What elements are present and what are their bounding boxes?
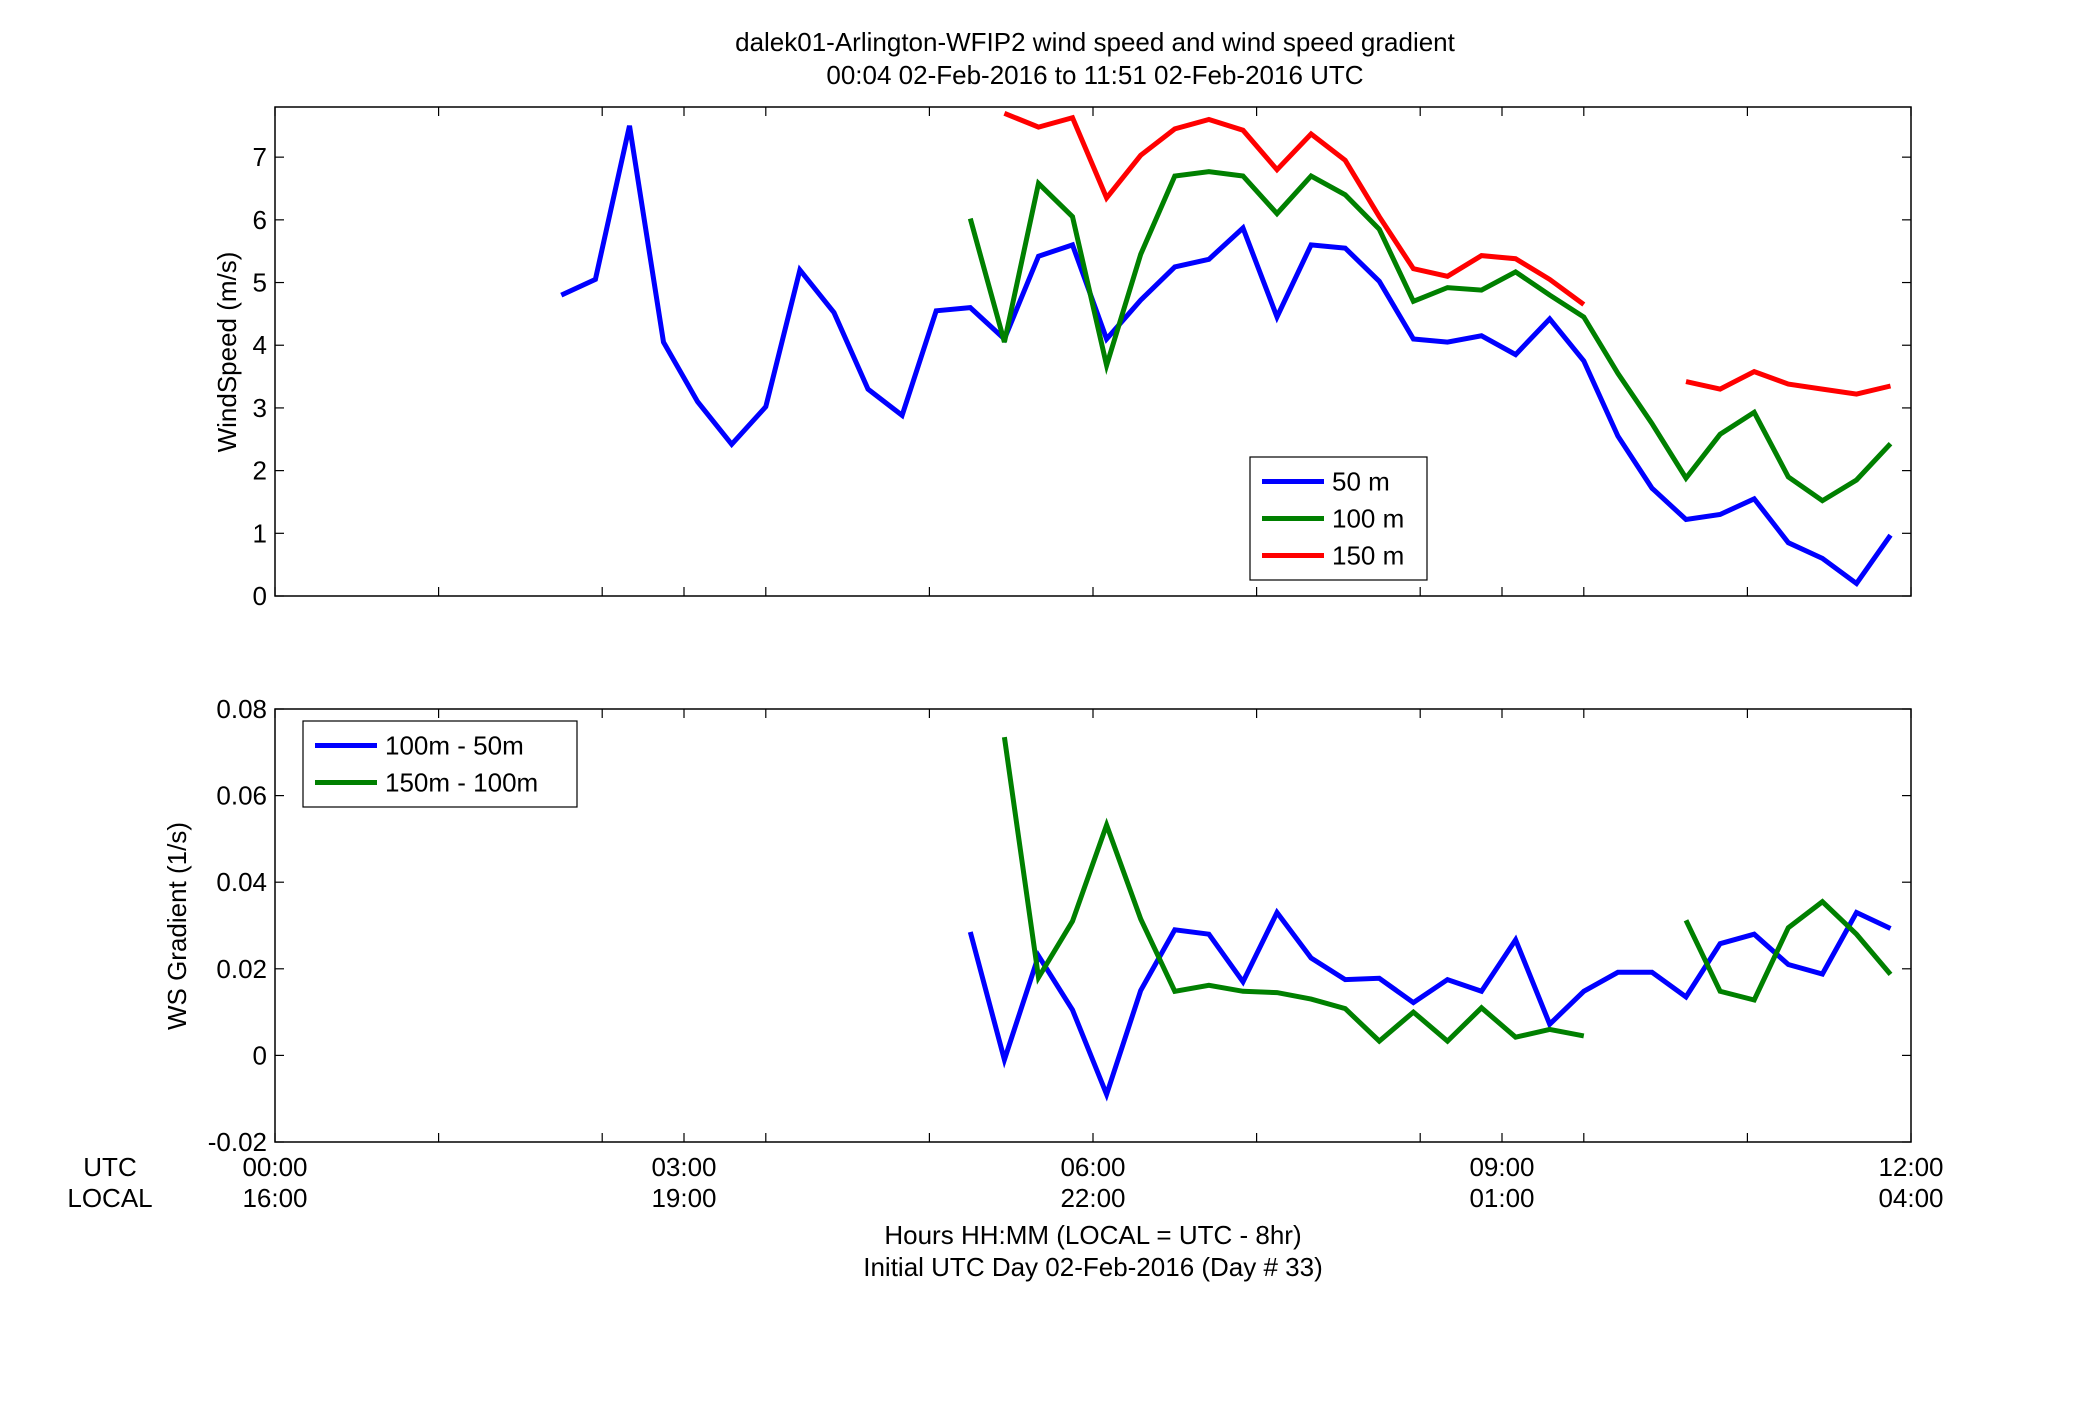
xlabel-line2: Initial UTC Day 02-Feb-2016 (Day # 33) xyxy=(863,1252,1323,1282)
windspeed-ytick-label: 7 xyxy=(253,142,267,172)
chart-title-line2: 00:04 02-Feb-2016 to 11:51 02-Feb-2016 U… xyxy=(826,60,1363,90)
xtick-label-utc: 03:00 xyxy=(651,1152,716,1182)
x-row-label-local: LOCAL xyxy=(67,1183,152,1213)
windspeed-ytick-label: 5 xyxy=(253,268,267,298)
gradient-ytick-label: 0.08 xyxy=(216,694,267,724)
xtick-label-local: 16:00 xyxy=(242,1183,307,1213)
windspeed-legend: 50 m 100 m 150 m xyxy=(1249,456,1428,581)
chart-title-line1: dalek01-Arlington-WFIP2 wind speed and w… xyxy=(735,27,1456,57)
windspeed-ytick-label: 0 xyxy=(253,581,267,611)
xtick-label-local: 22:00 xyxy=(1060,1183,1125,1213)
windspeed-series-line-2 xyxy=(1003,110,1586,307)
xlabel-line1: Hours HH:MM (LOCAL = UTC - 8hr) xyxy=(884,1220,1301,1250)
windspeed-ylabel: WindSpeed (m/s) xyxy=(212,252,242,453)
windspeed-ytick-label: 1 xyxy=(253,518,267,548)
windspeed-series-lines xyxy=(560,110,1893,588)
xtick-label-local: 04:00 xyxy=(1878,1183,1943,1213)
windspeed-series-line-0 xyxy=(560,125,1893,588)
gradient-ytick-label: 0 xyxy=(253,1040,267,1070)
xtick-label-utc: 06:00 xyxy=(1060,1152,1125,1182)
windspeed-ytick-label: 4 xyxy=(253,330,267,360)
gradient-legend: 100m - 50m 150m - 100m xyxy=(302,720,578,808)
windspeed-ytick-label: 2 xyxy=(253,456,267,486)
gradient-series-line-1 xyxy=(1001,736,1585,1045)
gradient-panel: -0.02 0 0.02 0.04 0.06 0.08 WS Gradient (1/s)… xyxy=(162,694,1912,1157)
gradient-series-line-0 xyxy=(967,907,1892,1102)
windspeed-axis-ticks: 0 1 2 3 4 5 6 7 xyxy=(253,107,1912,611)
windspeed-ytick-label: 3 xyxy=(253,393,267,423)
xtick-label-utc: 00:00 xyxy=(242,1152,307,1182)
windspeed-legend-label: 150 m xyxy=(1332,541,1404,571)
xtick-label-local: 01:00 xyxy=(1469,1183,1534,1213)
windspeed-panel: 0 1 2 3 4 5 6 7 WindSpeed (m/s) 50 m 100 m 150 m xyxy=(212,106,1912,611)
xtick-label-utc: 12:00 xyxy=(1878,1152,1943,1182)
gradient-ytick-label: -0.02 xyxy=(208,1127,267,1157)
windspeed-series-line-2 xyxy=(1685,368,1892,397)
gradient-legend-label: 100m - 50m xyxy=(385,731,524,761)
gradient-ylabel: WS Gradient (1/s) xyxy=(162,822,192,1030)
gradient-legend-box xyxy=(302,720,578,808)
windspeed-legend-label: 100 m xyxy=(1332,504,1404,534)
windspeed-legend-label: 50 m xyxy=(1332,467,1390,497)
gradient-ytick-label: 0.06 xyxy=(216,781,267,811)
gradient-ytick-label: 0.04 xyxy=(216,867,267,897)
gradient-ytick-label: 0.02 xyxy=(216,954,267,984)
gradient-legend-label: 150m - 100m xyxy=(385,768,538,798)
gradient-series-line-1 xyxy=(1683,898,1893,1003)
windspeed-series-line-1 xyxy=(967,169,1893,504)
windspeed-plot-area xyxy=(274,106,1912,597)
windspeed-ytick-label: 6 xyxy=(253,205,267,235)
x-row-label-utc: UTC xyxy=(83,1152,136,1182)
xtick-label-utc: 09:00 xyxy=(1469,1152,1534,1182)
gradient-series-lines xyxy=(967,736,1893,1102)
xtick-label-local: 19:00 xyxy=(651,1183,716,1213)
gradient-axis-ticks: -0.02 0 0.02 0.04 0.06 0.08 xyxy=(208,694,1912,1157)
